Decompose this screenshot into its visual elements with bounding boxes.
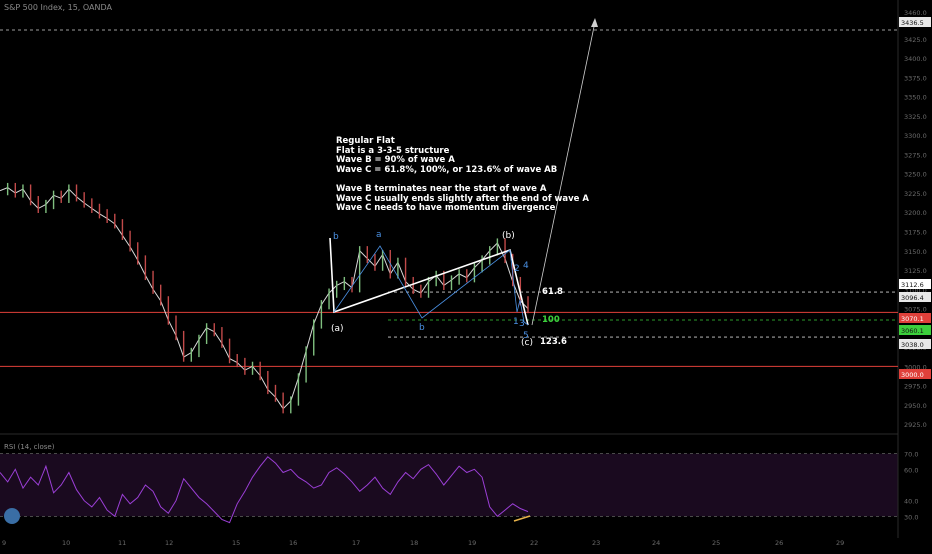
rsi-divergence-line — [513, 515, 531, 522]
price-tag-box — [899, 292, 931, 302]
price-tag-value: 3000.0 — [901, 371, 924, 379]
impulse-label-3: 3 — [519, 319, 525, 329]
annotation-line: Flat is a 3-3-5 structure — [336, 145, 450, 156]
price-tick-label: 3100.0 — [904, 286, 927, 294]
annotation-line: Wave C = 61.8%, 100%, or 123.6% of wave … — [336, 164, 558, 175]
price-tag-value: 3060.1 — [901, 327, 924, 335]
price-tag-box — [899, 369, 931, 379]
fib-1236-label: 123.6 — [540, 337, 567, 347]
price-tick-label: 3175.0 — [904, 228, 927, 236]
rsi-band — [0, 453, 898, 517]
price-line — [0, 187, 529, 410]
fib-100-label: 100 — [542, 315, 560, 325]
wave-label-b: (b) — [502, 231, 515, 241]
time-tick-label: 23 — [592, 539, 600, 547]
time-tick-label: 11 — [118, 539, 126, 547]
rsi-line — [0, 456, 529, 524]
price-tag-value: 3436.5 — [901, 19, 924, 27]
annotation-line: Wave C usually ends slightly after the e… — [336, 193, 589, 204]
price-tick-label: 3125.0 — [904, 267, 927, 275]
rsi-tick-label: 40.0 — [904, 498, 918, 506]
price-tick-label: 3425.0 — [904, 36, 927, 44]
price-tick-label: 3400.0 — [904, 55, 927, 63]
impulse-label-4: 4 — [523, 261, 529, 271]
price-tick-label: 3350.0 — [904, 94, 927, 102]
subwave-label-b: b — [333, 232, 339, 242]
annotation-title: Regular Flat — [336, 136, 395, 146]
symbol-title: S&P 500 Index, 15, OANDA — [4, 3, 112, 12]
price-tag-value: 3038.0 — [901, 341, 924, 349]
time-tick-label: 10 — [62, 539, 70, 547]
price-tick-label: 2975.0 — [904, 383, 927, 391]
wave-label-c: (c) — [521, 338, 533, 348]
price-tick-label: 3375.0 — [904, 74, 927, 82]
projection-arrow-head-icon — [591, 18, 598, 27]
price-tag-box — [899, 313, 931, 323]
rsi-tick-label: 60.0 — [904, 466, 918, 474]
price-tick-label: 2925.0 — [904, 421, 927, 429]
flat-wave-outline — [329, 237, 529, 326]
time-tick-label: 26 — [775, 539, 783, 547]
rsi-title: RSI (14, close) — [4, 443, 55, 451]
sub-wave-lines — [333, 245, 511, 319]
rsi-tick-label: 30.0 — [904, 513, 918, 521]
price-tag-box — [899, 339, 931, 349]
subwave-label-b: b — [419, 323, 425, 333]
c-impulse-lines — [509, 249, 529, 326]
price-tick-label: 3000.0 — [904, 363, 927, 371]
price-tick-label: 3300.0 — [904, 132, 927, 140]
price-tag-box — [899, 325, 931, 335]
fib-618-label: 61.8 — [542, 287, 563, 297]
time-tick-label: 9 — [2, 539, 6, 547]
annotation-line: Wave B terminates near the start of wave… — [336, 183, 547, 194]
time-tick-label: 25 — [712, 539, 720, 547]
impulse-label-2: 2 — [514, 264, 520, 274]
price-tick-label: 3460.0 — [904, 9, 927, 17]
impulse-label-1: 1 — [513, 317, 519, 327]
time-tick-label: 19 — [468, 539, 476, 547]
time-tick-label: 16 — [289, 539, 297, 547]
subwave-label-a: a — [376, 230, 382, 240]
wave-label-a: (a) — [331, 324, 344, 334]
tradingview-logo-icon[interactable] — [4, 508, 20, 524]
time-tick-label: 29 — [836, 539, 844, 547]
price-tick-label: 3250.0 — [904, 171, 927, 179]
time-tick-label: 15 — [232, 539, 240, 547]
price-tick-label: 3275.0 — [904, 151, 927, 159]
rsi-tick-label: 70.0 — [904, 451, 918, 459]
price-tag-value: 3070.1 — [901, 315, 924, 323]
annotation-line: Wave C needs to have momentum divergence — [336, 203, 556, 214]
time-tick-label: 18 — [410, 539, 418, 547]
time-tick-label: 22 — [530, 539, 538, 547]
time-tick-label: 24 — [652, 539, 660, 547]
annotation-line: Wave B = 90% of wave A — [336, 155, 455, 166]
regular-flat-annotation: Regular Flat Flat is a 3-3-5 structure W… — [336, 136, 589, 214]
projection-arrow-line — [531, 21, 596, 326]
price-tick-label: 3200.0 — [904, 209, 927, 217]
time-tick-label: 17 — [352, 539, 360, 547]
price-tick-label: 3150.0 — [904, 248, 927, 256]
price-tag-value: 3096.4 — [901, 294, 924, 302]
time-tick-label: 12 — [165, 539, 173, 547]
price-tick-label: 3075.0 — [904, 306, 927, 314]
price-tag-box — [899, 279, 931, 289]
impulse-label-5: 5 — [523, 331, 529, 341]
price-tag-value: 3112.6 — [901, 281, 924, 289]
price-tag-box — [899, 17, 931, 27]
price-tick-label: 2950.0 — [904, 402, 927, 410]
price-tick-label: 3225.0 — [904, 190, 927, 198]
price-tick-label: 3325.0 — [904, 113, 927, 121]
